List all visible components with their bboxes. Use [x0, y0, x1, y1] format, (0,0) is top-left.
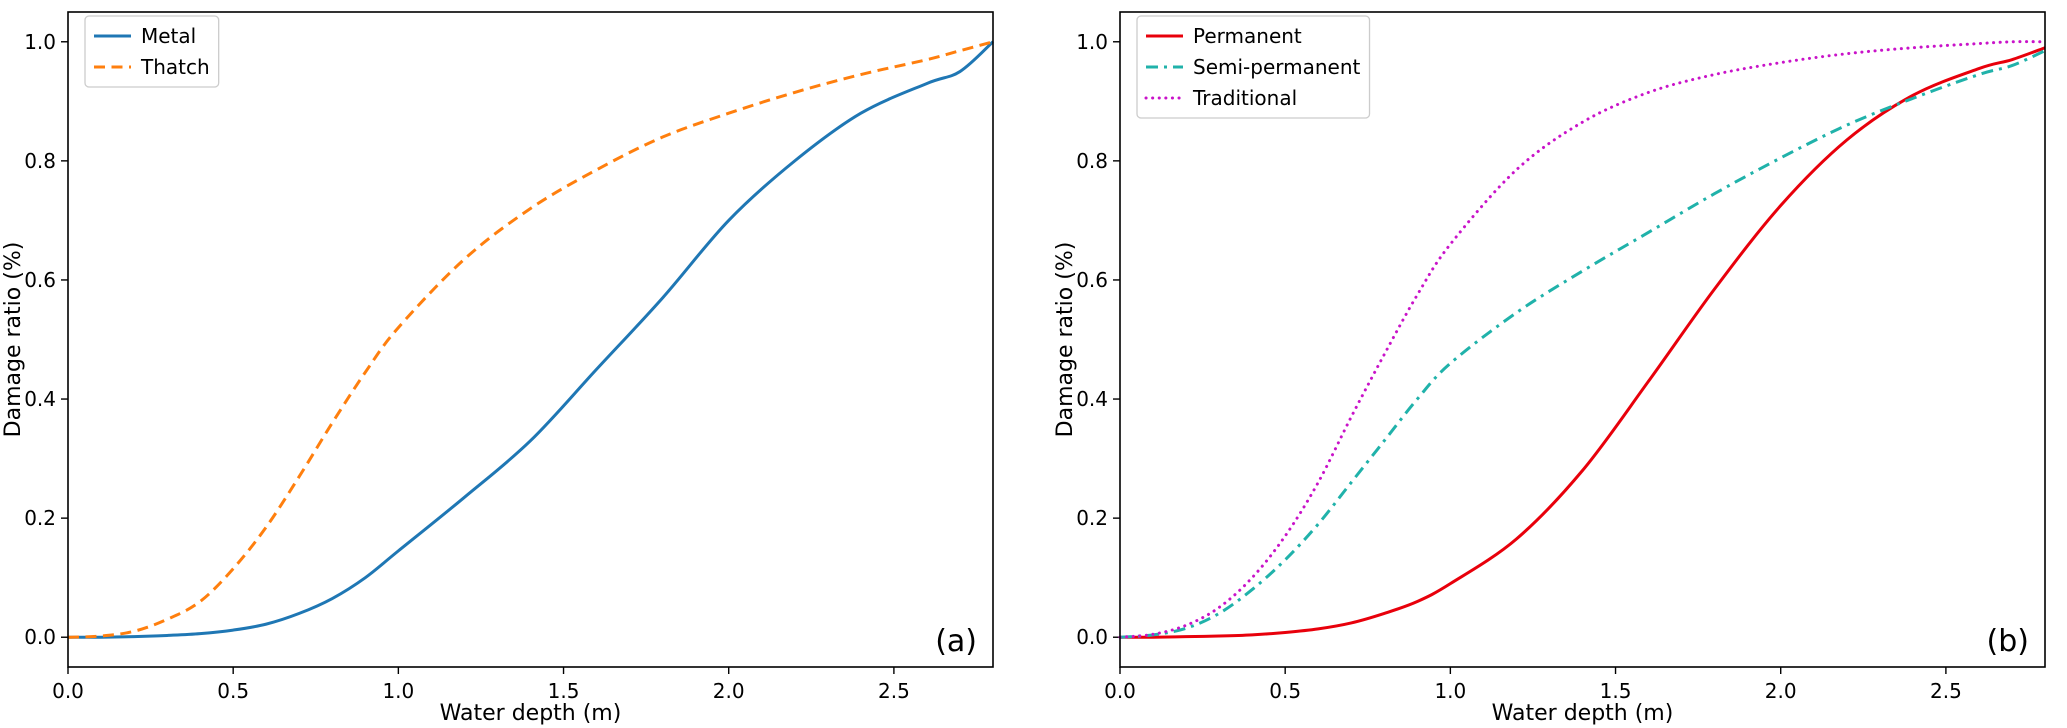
y-tick-label: 0.4 — [1076, 387, 1108, 411]
series-line-metal — [67, 40, 995, 639]
axes: 0.0 0.5 1.0 1.5 2.0 2.5 0.0 0.2 0.4 0.6 0.8 1.0 Wate… — [1053, 30, 1962, 726]
series-line-semi-permanent — [1119, 49, 2046, 639]
x-tick-label: 1.5 — [1600, 679, 1632, 703]
x-tick-label: 0.5 — [1269, 679, 1301, 703]
legend-label: Metal — [141, 24, 196, 48]
x-tick-label: 1.0 — [1434, 679, 1466, 703]
x-tick-label: 1.0 — [382, 679, 414, 703]
y-tick-label: 0.0 — [24, 625, 56, 649]
legend-box — [1136, 15, 1371, 119]
x-tick-label: 2.0 — [1765, 679, 1797, 703]
legend: Permanent Semi-permanent Traditional — [1136, 15, 1371, 119]
legend-label: Permanent — [1193, 24, 1302, 48]
series-line-thatch — [67, 40, 994, 639]
y-tick-label: 0.0 — [1076, 625, 1108, 649]
series-line-traditional — [1118, 40, 2047, 639]
x-tick-label: 2.5 — [878, 679, 910, 703]
x-axis-label: Water depth (m) — [440, 701, 622, 726]
x-tick-label: 2.0 — [713, 679, 745, 703]
y-tick-label: 0.8 — [1076, 149, 1108, 173]
y-tick-label: 0.2 — [24, 506, 56, 530]
panel-a: 0.0 0.5 1.0 1.5 2.0 2.5 0.0 0.2 0.4 0.6 0.8 1.0 Wate… — [0, 0, 1015, 728]
chart-panel-b: 0.0 0.5 1.0 1.5 2.0 2.5 0.0 0.2 0.4 0.6 0.8 1.0 Wate… — [1053, 11, 2047, 726]
legend-box — [84, 15, 220, 88]
y-axis-label: Damage ratio (%) — [1053, 242, 1078, 438]
x-tick-label: 0.0 — [52, 679, 84, 703]
plot-frame — [1119, 11, 2046, 668]
x-tick-label: 0.5 — [217, 679, 249, 703]
x-tick-label: 0.0 — [1104, 679, 1136, 703]
y-tick-label: 0.8 — [24, 149, 56, 173]
x-axis-label: Water depth (m) — [1492, 701, 1674, 726]
y-tick-label: 1.0 — [1076, 30, 1108, 54]
y-axis-label: Damage ratio (%) — [1, 242, 26, 438]
plot-frame — [67, 11, 994, 668]
y-tick-label: 0.6 — [1076, 268, 1108, 292]
panel-label: (a) — [935, 624, 977, 659]
legend-label: Thatch — [140, 55, 210, 79]
legend: Metal Thatch — [84, 15, 220, 88]
chart-panel-a: 0.0 0.5 1.0 1.5 2.0 2.5 0.0 0.2 0.4 0.6 0.8 1.0 Wate… — [1, 11, 995, 726]
y-tick-label: 0.2 — [1076, 506, 1108, 530]
y-tick-label: 0.4 — [24, 387, 56, 411]
legend-label: Semi-permanent — [1193, 55, 1361, 79]
axes: 0.0 0.5 1.0 1.5 2.0 2.5 0.0 0.2 0.4 0.6 0.8 1.0 Wate… — [1, 30, 910, 726]
legend-label: Traditional — [1192, 86, 1297, 110]
x-tick-label: 1.5 — [548, 679, 580, 703]
panel-label: (b) — [1987, 624, 2029, 659]
x-tick-label: 2.5 — [1930, 679, 1962, 703]
panel-b: 0.0 0.5 1.0 1.5 2.0 2.5 0.0 0.2 0.4 0.6 0.8 1.0 Wate… — [1052, 0, 2067, 728]
series-line-permanent — [1119, 46, 2046, 639]
y-tick-label: 1.0 — [24, 30, 56, 54]
y-tick-label: 0.6 — [24, 268, 56, 292]
